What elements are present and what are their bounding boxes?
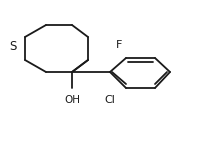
Text: OH: OH — [64, 95, 80, 105]
Text: S: S — [9, 39, 17, 53]
Text: F: F — [116, 40, 122, 50]
Text: Cl: Cl — [105, 95, 115, 105]
